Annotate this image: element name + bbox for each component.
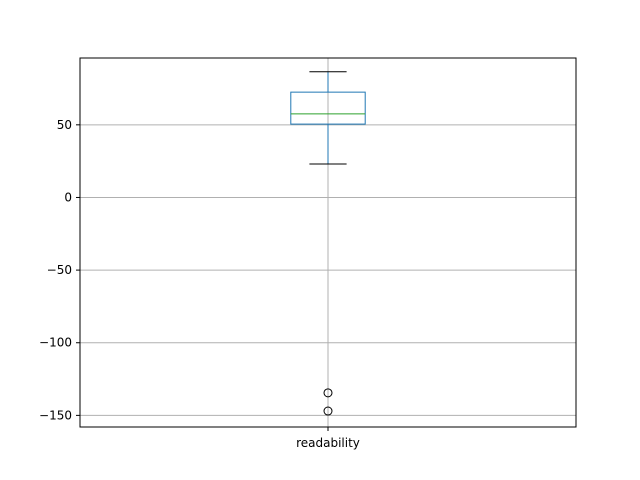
y-tick-label: 50 [57, 118, 72, 132]
box-layer [290, 71, 366, 416]
axis-ticks: 50 0 −50 −100 −150 readability [39, 118, 360, 450]
y-tick-label: −100 [39, 336, 72, 350]
x-tick-label: readability [296, 436, 360, 450]
y-tick-label: −150 [39, 408, 72, 422]
interquartile-box [290, 91, 366, 125]
outlier-point [323, 388, 333, 398]
outlier-point [323, 406, 333, 416]
y-tick-label: −50 [47, 263, 72, 277]
y-tick-label: 0 [64, 190, 72, 204]
